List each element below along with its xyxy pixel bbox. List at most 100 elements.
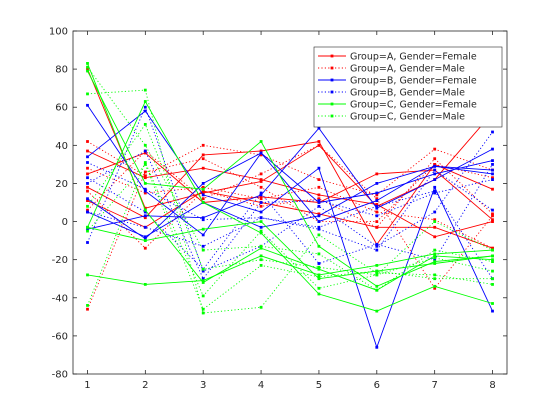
data-point <box>491 172 494 176</box>
data-point <box>86 161 89 164</box>
data-point <box>491 208 494 212</box>
data-point <box>143 208 147 212</box>
y-tick-label: 20 <box>55 179 68 190</box>
data-point <box>143 206 147 210</box>
y-tick-label: 80 <box>55 65 68 76</box>
legend-marker <box>330 114 334 118</box>
data-point <box>201 294 205 298</box>
series-line-3-5 <box>87 165 493 238</box>
legend-label: Group=A, Gender=Female <box>350 51 477 62</box>
data-point <box>317 185 321 189</box>
data-point <box>143 235 147 239</box>
data-point <box>375 220 379 223</box>
data-point <box>143 191 147 195</box>
data-point <box>433 248 437 252</box>
data-point <box>491 246 494 250</box>
series-line-5-1 <box>87 63 493 291</box>
series-line-1-2 <box>87 141 493 246</box>
data-point <box>491 168 494 172</box>
data-point <box>259 244 263 248</box>
data-point <box>433 218 437 222</box>
data-point <box>143 100 147 103</box>
data-point <box>433 277 437 281</box>
x-tick-label: 2 <box>142 380 148 391</box>
series-line-1-5 <box>87 190 493 249</box>
data-point <box>143 214 147 218</box>
data-point <box>86 304 89 307</box>
data-point <box>317 214 321 218</box>
data-point <box>201 267 205 271</box>
y-tick-label: 60 <box>55 103 68 114</box>
data-point <box>259 140 263 143</box>
data-point <box>143 283 147 286</box>
data-point <box>86 241 89 244</box>
data-point <box>433 256 437 260</box>
data-point <box>143 123 147 126</box>
data-point <box>433 286 437 290</box>
data-point <box>491 163 494 166</box>
data-point <box>259 305 263 309</box>
data-point <box>375 191 379 195</box>
data-point <box>375 345 379 349</box>
legend-label: Group=B, Gender=Male <box>350 87 465 98</box>
series-group-3 <box>86 103 494 349</box>
data-point <box>143 170 147 174</box>
data-point <box>491 302 494 305</box>
legend-marker <box>330 78 334 82</box>
data-point <box>86 62 89 65</box>
data-point <box>491 248 494 252</box>
data-point <box>86 172 89 176</box>
data-point <box>86 155 89 159</box>
series-line-2-4 <box>87 144 493 290</box>
series-line-5-2 <box>87 249 493 285</box>
data-point <box>375 172 379 176</box>
data-point <box>433 147 437 151</box>
data-point <box>201 216 205 220</box>
data-point <box>86 166 89 170</box>
data-point <box>259 149 263 153</box>
data-point <box>375 197 379 201</box>
data-point <box>375 271 379 275</box>
data-point <box>433 157 437 161</box>
data-point <box>375 309 379 313</box>
data-point <box>375 199 379 202</box>
data-point <box>259 197 263 201</box>
data-point <box>259 258 263 262</box>
data-point <box>201 187 205 191</box>
data-point <box>433 262 437 265</box>
data-point <box>433 252 437 256</box>
data-point <box>491 176 494 180</box>
data-point <box>86 210 89 214</box>
series-layer <box>86 62 494 349</box>
data-point <box>201 143 205 147</box>
data-point <box>201 307 205 311</box>
data-point <box>491 260 494 263</box>
data-point <box>259 153 263 157</box>
data-point <box>201 311 205 315</box>
data-point <box>491 269 494 273</box>
data-point <box>317 277 321 281</box>
data-point <box>317 233 321 237</box>
data-point <box>317 286 321 290</box>
data-point <box>317 204 321 208</box>
data-point <box>317 140 321 143</box>
data-point <box>317 178 321 181</box>
data-point <box>143 216 147 220</box>
data-point <box>317 225 321 229</box>
data-point <box>317 292 321 296</box>
data-point <box>317 199 321 202</box>
series-line-2-2 <box>87 158 493 310</box>
data-point <box>491 187 494 191</box>
series-line-1-4 <box>87 152 493 221</box>
data-point <box>491 254 494 258</box>
data-point <box>317 220 321 223</box>
data-point <box>86 199 89 202</box>
data-point <box>86 92 89 96</box>
data-point <box>259 264 263 267</box>
data-point <box>86 140 89 143</box>
data-point <box>143 105 147 109</box>
data-point <box>143 88 147 92</box>
data-point <box>143 246 147 250</box>
data-point <box>143 161 147 164</box>
data-point <box>317 262 321 265</box>
